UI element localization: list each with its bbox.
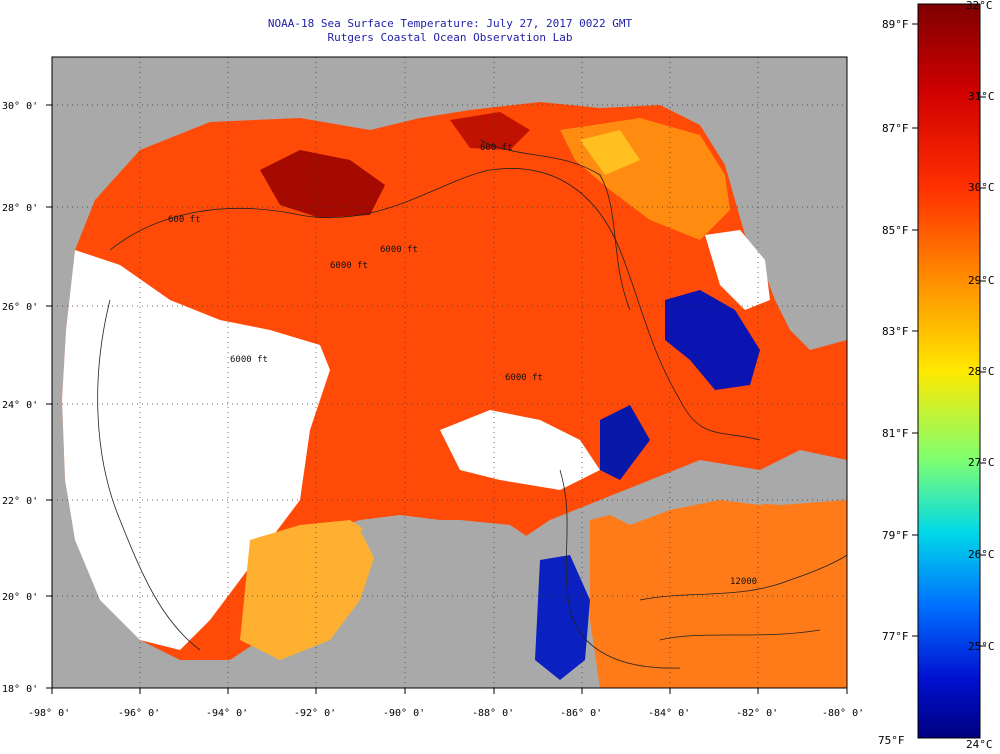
sst-caribbean xyxy=(590,500,847,688)
colorbar-celsius-label: 31°C xyxy=(968,90,995,103)
contour-label: 600 ft xyxy=(168,215,201,225)
colorbar-celsius-label: 24°C xyxy=(966,738,993,751)
x-tick-label: -88° 0' xyxy=(472,708,514,719)
y-tick-label: 26° 0' xyxy=(2,302,38,313)
y-tick-label: 30° 0' xyxy=(2,101,38,112)
colorbar-celsius-label: 25°C xyxy=(968,640,995,653)
y-tick-label: 28° 0' xyxy=(2,203,38,214)
x-tick-label: -84° 0' xyxy=(648,708,690,719)
x-tick-label: -90° 0' xyxy=(383,708,425,719)
colorbar-celsius-label: 29°C xyxy=(968,274,995,287)
y-tick-label: 18° 0' xyxy=(2,684,38,695)
colorbar-fahrenheit-label: 89°F xyxy=(882,18,909,31)
x-tick-label: -92° 0' xyxy=(294,708,336,719)
x-tick-label: -96° 0' xyxy=(118,708,160,719)
contour-label: 6000 ft xyxy=(330,261,368,271)
contour-label: 6000 ft xyxy=(230,355,268,365)
x-tick-label: -98° 0' xyxy=(28,708,70,719)
contour-label: 6000 ft xyxy=(380,245,418,255)
colorbar-fahrenheit-label: 77°F xyxy=(882,630,909,643)
y-tick-label: 20° 0' xyxy=(2,592,38,603)
x-tick-label: -82° 0' xyxy=(736,708,778,719)
colorbar-fahrenheit-label: 85°F xyxy=(882,224,909,237)
colorbar-celsius-label: 28°C xyxy=(968,365,995,378)
contour-label: 6000 ft xyxy=(505,373,543,383)
colorbar-fahrenheit-label: 79°F xyxy=(882,529,909,542)
y-tick-label: 22° 0' xyxy=(2,496,38,507)
colorbar-fahrenheit-label: 87°F xyxy=(882,122,909,135)
contour-label: 12000 xyxy=(730,577,757,587)
colorbar-celsius-label: 26°C xyxy=(968,548,995,561)
x-tick-label: -80° 0' xyxy=(822,708,864,719)
colorbar-celsius-label: 27°C xyxy=(968,456,995,469)
x-tick-label: -86° 0' xyxy=(560,708,602,719)
colorbar-fahrenheit-label: 81°F xyxy=(882,427,909,440)
colorbar-celsius-label: 30°C xyxy=(968,181,995,194)
x-tick-label: -94° 0' xyxy=(206,708,248,719)
colorbar-fahrenheit-label: 75°F xyxy=(878,734,905,747)
colorbar-fahrenheit-label: 83°F xyxy=(882,325,909,338)
contour-label: 600 ft xyxy=(480,143,513,153)
colorbar-celsius-label: 32°C xyxy=(966,0,993,12)
y-tick-label: 24° 0' xyxy=(2,400,38,411)
